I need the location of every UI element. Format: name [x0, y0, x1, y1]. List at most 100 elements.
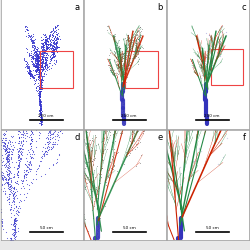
Point — [40, 41, 44, 45]
Point — [52, 52, 56, 56]
Point — [119, 70, 123, 74]
Point — [41, 50, 45, 54]
Point — [24, 46, 28, 50]
Point — [127, 56, 131, 60]
Point — [74, 174, 78, 178]
Point — [12, 196, 16, 200]
Point — [210, 36, 214, 40]
Point — [44, 42, 48, 46]
Point — [30, 75, 34, 79]
Point — [106, 54, 110, 58]
Point — [6, 150, 10, 154]
Point — [112, 49, 116, 53]
Point — [134, 48, 138, 52]
Point — [44, 41, 48, 45]
Point — [40, 51, 44, 55]
Point — [22, 57, 26, 61]
Point — [0, 106, 3, 110]
Point — [0, 124, 4, 128]
Point — [46, 36, 50, 40]
Point — [124, 42, 128, 46]
Point — [32, 44, 36, 48]
Point — [31, 150, 35, 154]
Point — [129, 39, 133, 43]
Point — [42, 112, 46, 116]
Point — [34, 63, 38, 67]
Point — [52, 29, 56, 33]
Point — [39, 89, 43, 93]
Point — [92, 168, 96, 172]
Point — [43, 68, 47, 72]
Point — [6, 172, 10, 176]
Point — [82, 160, 86, 164]
Point — [126, 39, 130, 43]
Point — [118, 58, 122, 62]
Point — [198, 65, 202, 69]
Point — [27, 188, 31, 192]
Point — [113, 46, 117, 50]
Point — [39, 67, 43, 71]
Point — [100, 164, 103, 168]
Point — [41, 41, 45, 45]
Point — [36, 64, 40, 68]
Point — [15, 166, 19, 170]
Point — [63, 187, 67, 191]
Point — [50, 35, 54, 39]
Point — [104, 120, 108, 124]
Point — [22, 125, 26, 129]
Point — [10, 232, 14, 236]
Point — [13, 222, 17, 226]
Point — [16, 141, 20, 145]
Point — [132, 91, 136, 95]
Point — [44, 49, 48, 53]
Point — [25, 48, 29, 52]
Point — [36, 52, 40, 56]
Point — [83, 217, 87, 221]
Point — [16, 113, 20, 117]
Point — [39, 90, 43, 94]
Point — [147, 141, 151, 145]
Point — [121, 108, 125, 112]
Point — [52, 50, 56, 54]
Point — [7, 166, 11, 170]
Point — [51, 54, 55, 58]
Point — [112, 120, 116, 124]
Point — [50, 44, 54, 48]
Point — [72, 118, 76, 122]
Point — [46, 131, 50, 135]
Point — [55, 98, 59, 102]
Point — [32, 123, 36, 127]
Point — [91, 157, 95, 161]
Point — [38, 104, 42, 108]
Point — [47, 129, 51, 133]
Point — [41, 58, 45, 62]
Point — [110, 154, 114, 158]
Point — [16, 214, 20, 218]
Point — [4, 146, 8, 150]
Point — [105, 24, 109, 28]
Point — [25, 50, 29, 54]
Point — [45, 39, 49, 43]
Point — [50, 50, 54, 54]
Point — [146, 109, 150, 113]
Point — [9, 171, 13, 175]
Point — [40, 77, 44, 81]
Point — [96, 225, 100, 229]
Point — [132, 131, 136, 135]
Point — [60, 121, 64, 125]
Point — [0, 153, 2, 157]
Point — [57, 34, 61, 38]
Point — [169, 145, 173, 149]
Point — [60, 110, 64, 114]
Point — [91, 174, 95, 178]
Point — [37, 94, 41, 98]
Point — [38, 108, 42, 112]
Point — [42, 33, 46, 37]
Point — [82, 169, 86, 173]
Point — [32, 76, 36, 80]
Point — [121, 61, 125, 65]
Point — [128, 139, 132, 143]
Point — [49, 124, 53, 128]
Point — [30, 117, 34, 121]
Point — [39, 112, 43, 116]
